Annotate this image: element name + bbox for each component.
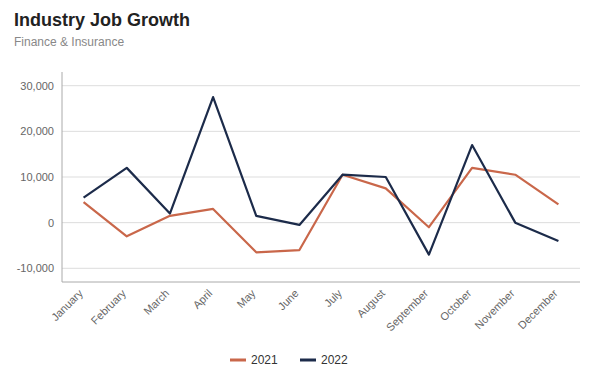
x-tick-label: November [472, 287, 517, 332]
x-tick-label: June [275, 287, 300, 312]
plot-area [84, 97, 559, 255]
title: Industry Job Growth [14, 10, 190, 30]
x-tick-label: May [234, 287, 258, 311]
y-tick-label: 20,000 [20, 125, 54, 137]
grid-line [62, 131, 580, 132]
grid-line [62, 222, 580, 223]
legend-label: 2021 [251, 353, 278, 367]
series-line [84, 97, 559, 255]
y-tick-label: 0 [48, 217, 54, 229]
legend-label: 2022 [321, 353, 348, 367]
legend-swatch [300, 359, 316, 362]
x-tick-label: September [384, 287, 431, 334]
x-tick-label: February [89, 287, 129, 327]
chart-container: Industry Job Growth Finance & Insurance -1… [0, 0, 600, 380]
legend-swatch [230, 359, 246, 362]
subtitle: Finance & Insurance [14, 35, 124, 49]
x-tick-label: October [437, 287, 473, 323]
grid-line [62, 177, 580, 178]
y-tick-label: -10,000 [17, 262, 54, 274]
x-tick-label: April [190, 287, 214, 311]
series-line [84, 168, 559, 252]
grid-line [62, 85, 580, 86]
y-tick-label: 30,000 [20, 80, 54, 92]
x-tick-label: March [141, 287, 171, 317]
legend: 2021 2022 [230, 353, 348, 367]
y-axis-line [62, 72, 63, 282]
x-axis: JanuaryFebruary March April May June July Augu… [49, 287, 560, 334]
y-tick-label: 10,000 [20, 171, 54, 183]
x-tick-label: July [322, 287, 345, 310]
grid-line [62, 268, 580, 269]
y-axis: -10,000 0 10,000 20,000 30,000 [17, 80, 580, 275]
x-tick-label: August [354, 287, 387, 320]
x-axis-line [62, 282, 580, 283]
x-tick-label: December [515, 287, 560, 332]
chart: Industry Job Growth Finance & Insurance -1… [0, 0, 600, 380]
x-tick-label: January [49, 287, 86, 324]
